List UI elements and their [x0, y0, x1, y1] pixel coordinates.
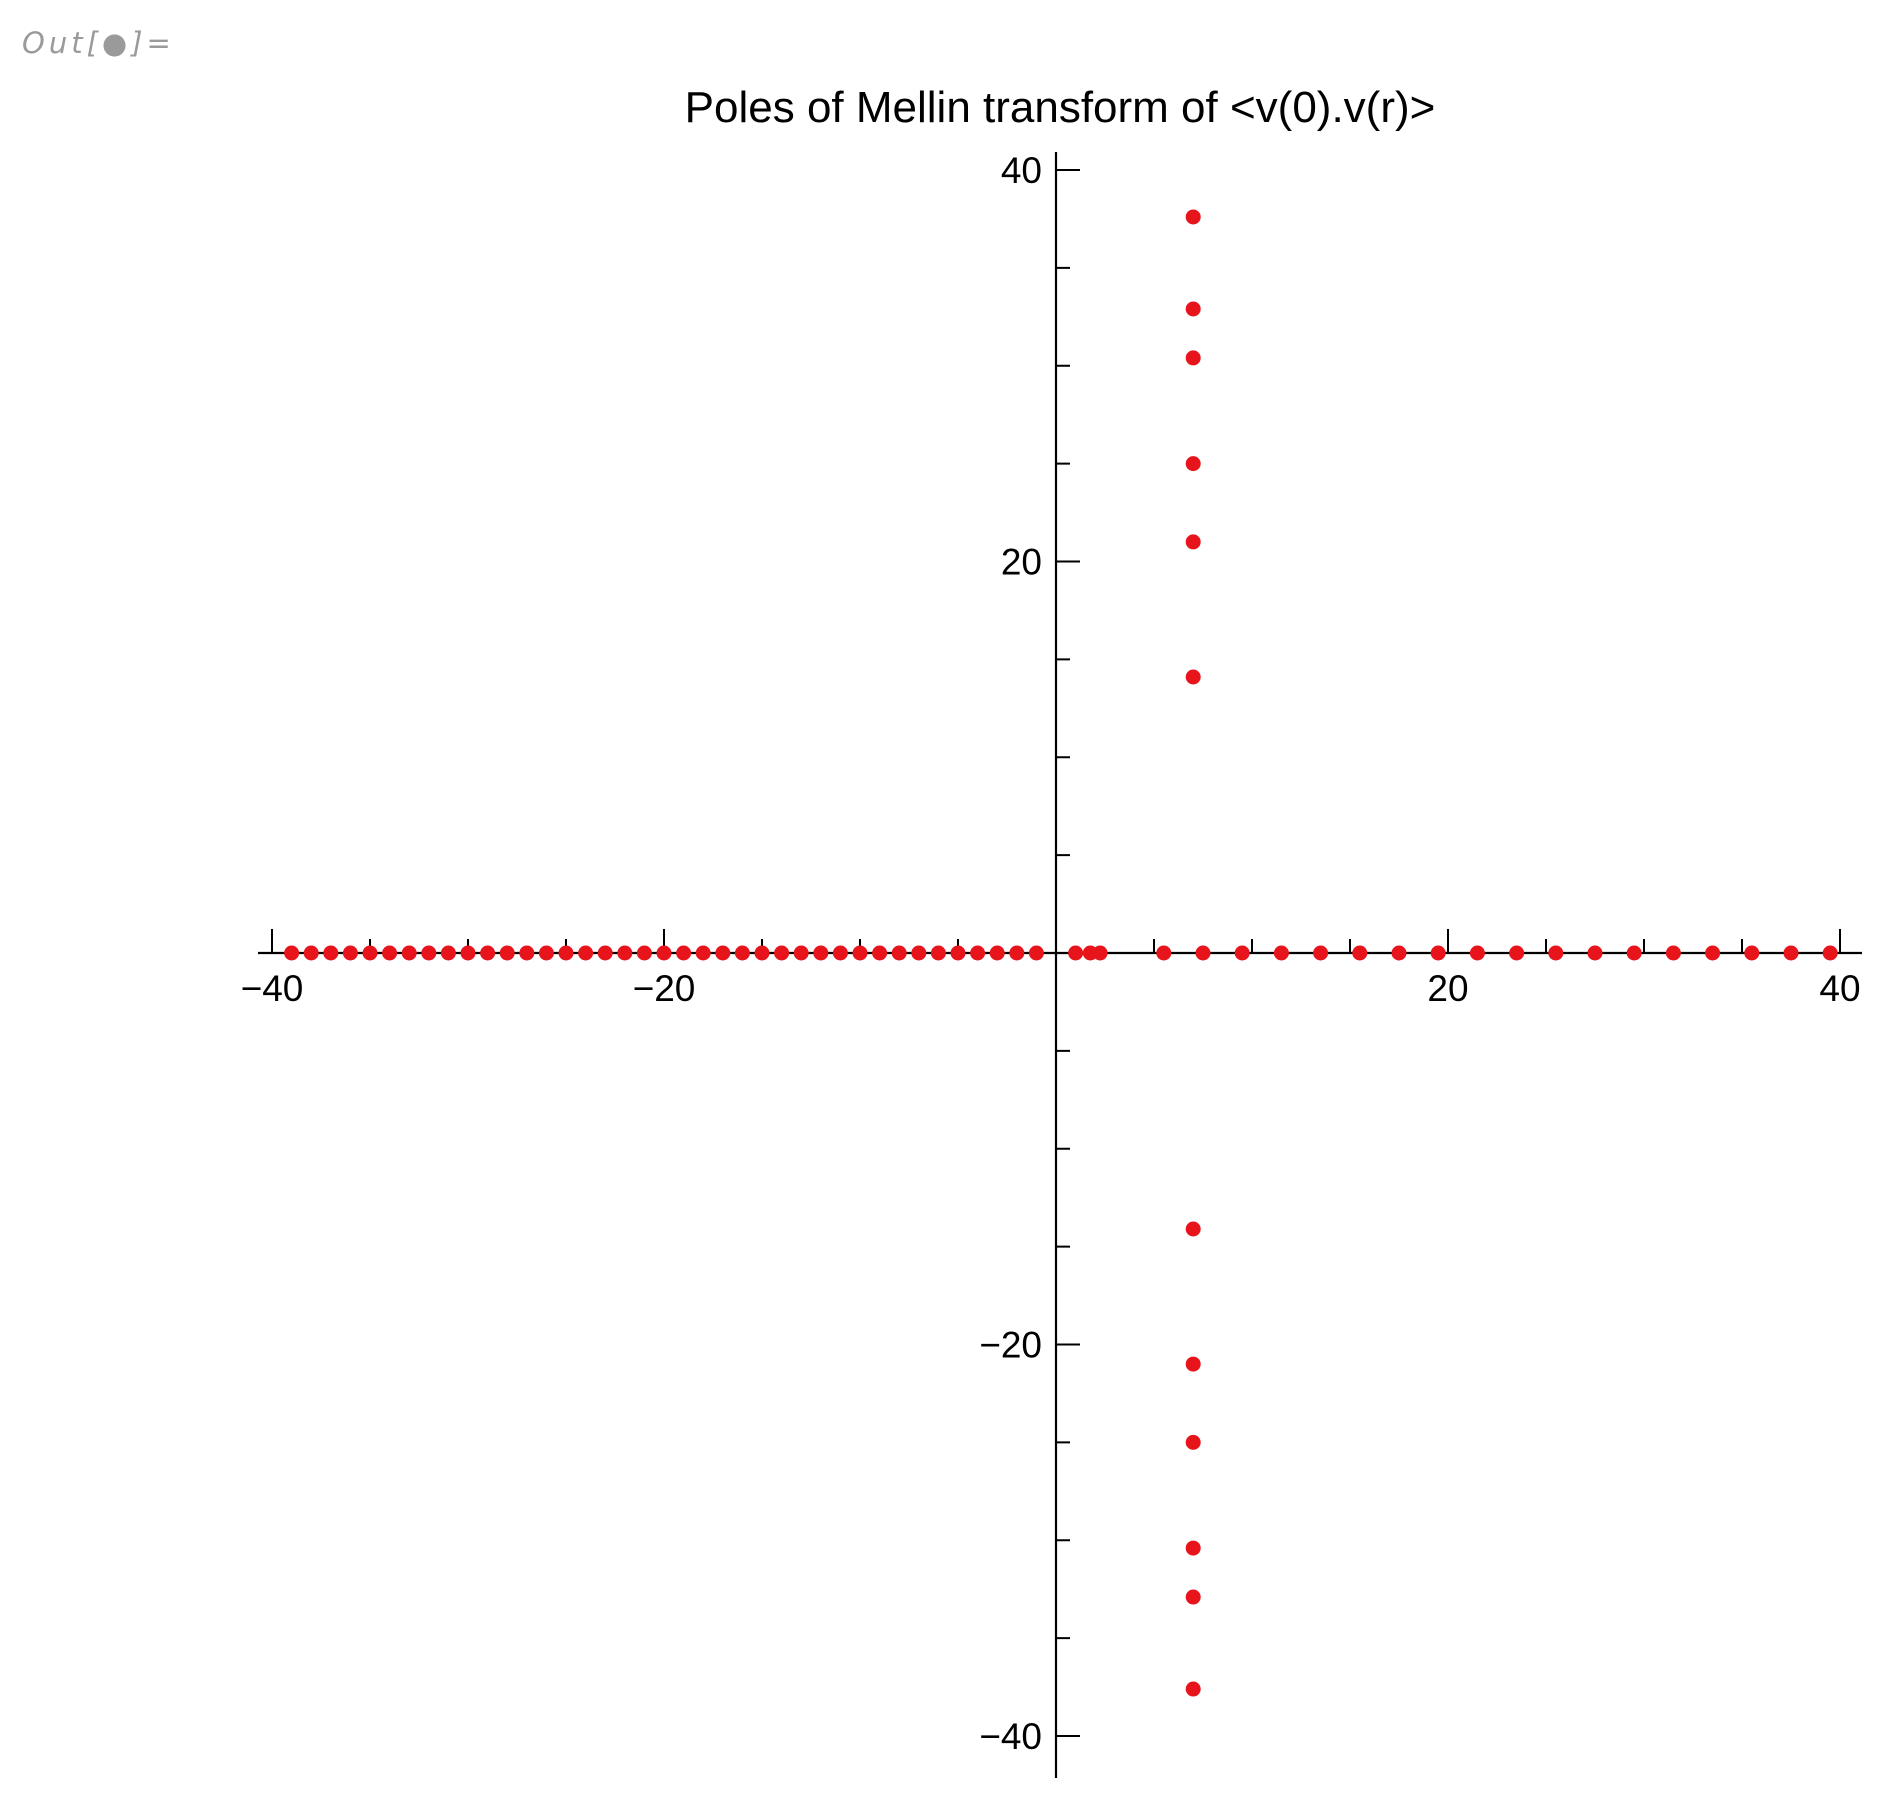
- data-point: [342, 945, 358, 961]
- data-point: [911, 945, 927, 961]
- data-point: [676, 945, 692, 961]
- data-point: [1352, 945, 1368, 961]
- x-tick-label: 20: [1427, 968, 1468, 1009]
- data-point: [617, 945, 633, 961]
- chart-title: Poles of Mellin transform of <v(0).v(r)>: [685, 83, 1436, 132]
- data-point: [1156, 945, 1172, 961]
- data-point: [362, 945, 378, 961]
- data-point: [303, 945, 319, 961]
- y-tick-label: 20: [1001, 542, 1042, 583]
- data-point: [323, 945, 339, 961]
- data-point: [715, 945, 731, 961]
- plot-axes: [258, 152, 1862, 1778]
- data-point: [480, 945, 496, 961]
- data-point: [1273, 945, 1289, 961]
- data-point: [578, 945, 594, 961]
- data-point: [1185, 1540, 1201, 1556]
- data-point: [499, 945, 515, 961]
- data-point: [1185, 1221, 1201, 1237]
- data-point: [1185, 456, 1201, 472]
- data-point: [1185, 1434, 1201, 1450]
- y-tick-label: −40: [979, 1716, 1042, 1757]
- y-tick-label: −20: [979, 1325, 1042, 1366]
- data-point: [1430, 945, 1446, 961]
- data-point: [1626, 945, 1642, 961]
- data-point: [1028, 945, 1044, 961]
- data-point: [597, 945, 613, 961]
- data-point: [852, 945, 868, 961]
- data-point: [970, 945, 986, 961]
- x-tick-label: −20: [633, 968, 696, 1009]
- data-point: [440, 945, 456, 961]
- axis-tick-labels: −40 −20 20 40 40 20 −20 −40: [241, 150, 1861, 1757]
- data-point: [460, 945, 476, 961]
- data-point: [695, 945, 711, 961]
- data-point: [382, 945, 398, 961]
- data-point: [1822, 945, 1838, 961]
- data-points: [284, 209, 1838, 1697]
- data-point: [1313, 945, 1329, 961]
- x-tick-label: 40: [1819, 968, 1860, 1009]
- data-point: [284, 945, 300, 961]
- data-point: [930, 945, 946, 961]
- data-point: [754, 945, 770, 961]
- data-point: [538, 945, 554, 961]
- data-point: [813, 945, 829, 961]
- data-point: [774, 945, 790, 961]
- data-point: [1665, 945, 1681, 961]
- x-tick-label: −40: [241, 968, 304, 1009]
- data-point: [1705, 945, 1721, 961]
- data-point: [891, 945, 907, 961]
- data-point: [1783, 945, 1799, 961]
- data-point: [1185, 350, 1201, 366]
- data-point: [656, 945, 672, 961]
- data-point: [1195, 945, 1211, 961]
- data-point: [872, 945, 888, 961]
- data-point: [558, 945, 574, 961]
- data-point: [636, 945, 652, 961]
- data-point: [1185, 301, 1201, 317]
- data-point: [1587, 945, 1603, 961]
- data-point: [1068, 945, 1084, 961]
- data-point: [832, 945, 848, 961]
- data-point: [1548, 945, 1564, 961]
- data-point: [1185, 1681, 1201, 1697]
- output-cell-label: Out[●]=: [22, 26, 175, 60]
- data-point: [1185, 669, 1201, 685]
- data-point: [1744, 945, 1760, 961]
- data-point: [1391, 945, 1407, 961]
- data-point: [1234, 945, 1250, 961]
- data-point: [1185, 534, 1201, 550]
- data-point: [1185, 1589, 1201, 1605]
- data-point: [1092, 945, 1108, 961]
- data-point: [1509, 945, 1525, 961]
- data-point: [734, 945, 750, 961]
- data-point: [519, 945, 535, 961]
- data-point: [793, 945, 809, 961]
- data-point: [1009, 945, 1025, 961]
- data-point: [401, 945, 417, 961]
- y-tick-label: 40: [1001, 150, 1042, 191]
- data-point: [1469, 945, 1485, 961]
- data-point: [950, 945, 966, 961]
- data-point: [1185, 1356, 1201, 1372]
- data-point: [421, 945, 437, 961]
- data-point: [989, 945, 1005, 961]
- data-point: [1185, 209, 1201, 225]
